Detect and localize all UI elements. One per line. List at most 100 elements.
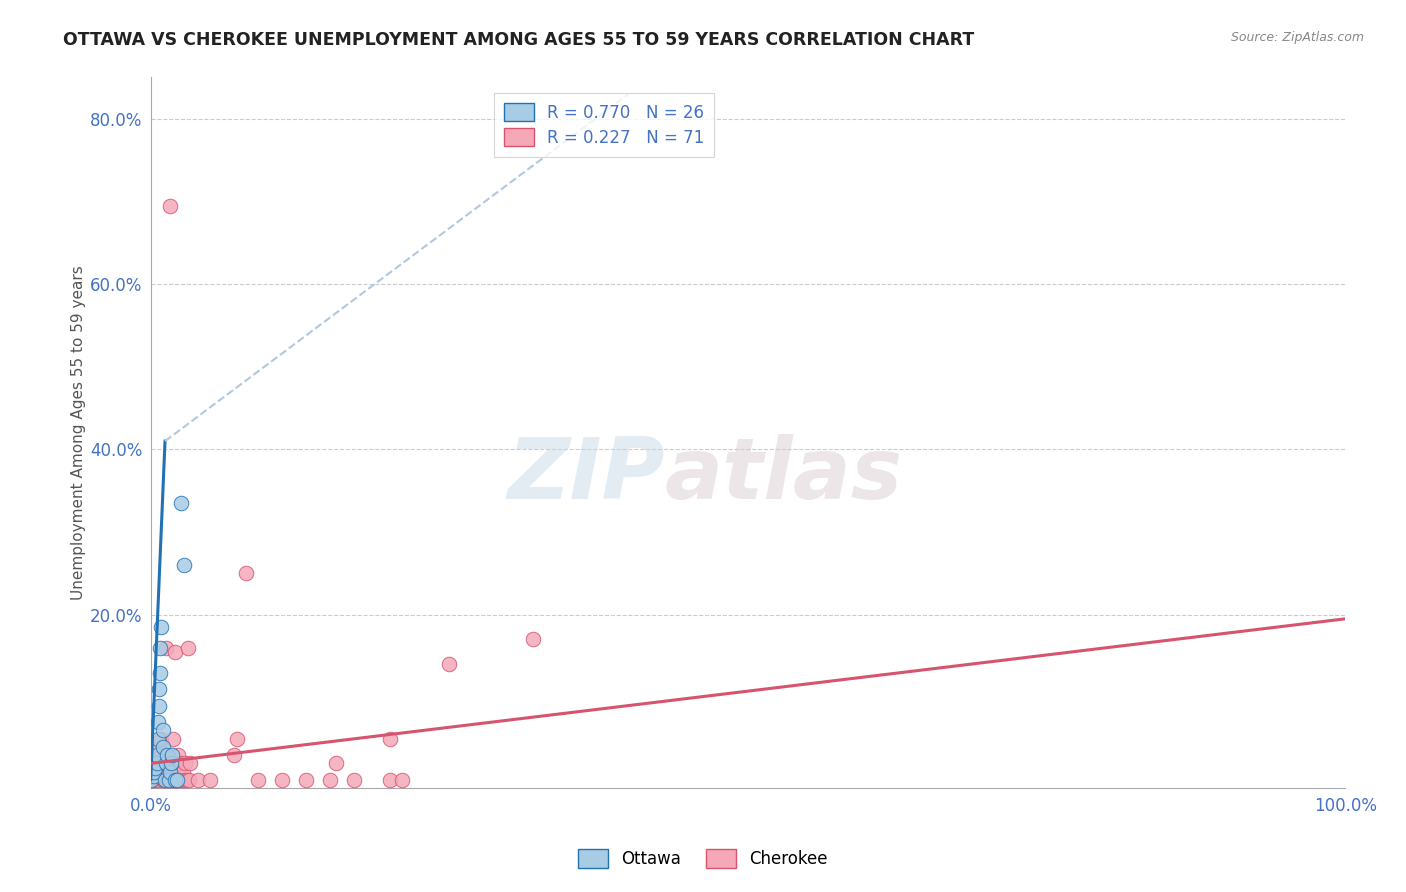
Point (159, 756, 181, 771)
Point (152, 739, 174, 754)
Point (169, 756, 191, 771)
Point (145, 748, 167, 763)
Point (152, 760, 174, 774)
Point (235, 566, 257, 581)
Point (162, 731, 184, 746)
Point (162, 764, 184, 779)
Point (152, 723, 174, 738)
Text: ZIP: ZIP (506, 434, 665, 517)
Point (176, 772, 198, 787)
Point (157, 772, 180, 787)
Point (148, 739, 170, 754)
Point (148, 698, 170, 713)
Point (139, 772, 162, 787)
Text: Source: ZipAtlas.com: Source: ZipAtlas.com (1230, 31, 1364, 45)
Point (160, 772, 183, 787)
Point (173, 772, 195, 787)
Point (295, 772, 318, 787)
Point (163, 772, 186, 787)
Point (153, 764, 176, 779)
Point (159, 198, 181, 212)
Point (159, 760, 181, 774)
Point (522, 632, 544, 647)
Point (143, 772, 166, 787)
Point (200, 772, 222, 787)
Point (343, 772, 366, 787)
Point (160, 752, 183, 766)
Point (163, 756, 186, 771)
Point (146, 715, 169, 730)
Point (156, 772, 179, 787)
Point (143, 769, 166, 783)
Point (166, 756, 188, 771)
Point (160, 772, 183, 787)
Text: OTTAWA VS CHEROKEE UNEMPLOYMENT AMONG AGES 55 TO 59 YEARS CORRELATION CHART: OTTAWA VS CHEROKEE UNEMPLOYMENT AMONG AG… (63, 31, 974, 49)
Point (148, 772, 170, 787)
Point (156, 748, 179, 763)
Text: atlas: atlas (665, 434, 903, 517)
Point (173, 558, 195, 572)
Point (145, 760, 167, 774)
Point (439, 657, 461, 672)
Point (145, 772, 167, 787)
Point (179, 756, 201, 771)
Point (155, 756, 177, 771)
Point (169, 772, 191, 787)
Point (153, 772, 176, 787)
Point (378, 772, 401, 787)
Point (152, 756, 174, 771)
Point (160, 748, 183, 763)
Point (177, 640, 200, 655)
Point (271, 772, 294, 787)
Point (146, 731, 169, 746)
Point (139, 772, 162, 787)
Point (146, 764, 169, 779)
Legend: Ottawa, Cherokee: Ottawa, Cherokee (571, 843, 835, 875)
Point (145, 756, 167, 771)
Point (143, 756, 166, 771)
Point (143, 764, 166, 779)
Point (160, 756, 183, 771)
Point (163, 645, 186, 659)
Point (150, 748, 173, 763)
Point (145, 764, 167, 779)
Point (145, 748, 167, 763)
Point (172, 764, 194, 779)
Point (187, 772, 209, 787)
Point (142, 769, 165, 783)
Point (378, 731, 401, 746)
Point (149, 640, 172, 655)
Point (153, 748, 176, 763)
Point (157, 772, 180, 787)
Point (166, 772, 188, 787)
Point (152, 772, 174, 787)
Point (153, 772, 176, 787)
Point (166, 772, 188, 787)
Point (163, 772, 186, 787)
Point (159, 764, 181, 779)
Point (391, 772, 413, 787)
Point (177, 772, 200, 787)
Point (247, 772, 270, 787)
Point (172, 772, 194, 787)
Legend: R = 0.770   N = 26, R = 0.227   N = 71: R = 0.770 N = 26, R = 0.227 N = 71 (494, 93, 714, 157)
Point (157, 760, 180, 774)
Y-axis label: Unemployment Among Ages 55 to 59 years: Unemployment Among Ages 55 to 59 years (72, 266, 86, 600)
Point (150, 620, 173, 634)
Point (225, 731, 247, 746)
Point (325, 756, 347, 771)
Point (165, 772, 187, 787)
Point (167, 748, 190, 763)
Point (174, 756, 197, 771)
Point (149, 665, 172, 680)
Point (146, 760, 169, 774)
Point (169, 772, 191, 787)
Point (160, 756, 183, 771)
Point (149, 756, 172, 771)
Point (149, 764, 172, 779)
Point (156, 764, 179, 779)
Point (169, 496, 191, 510)
Point (153, 756, 176, 771)
Point (143, 764, 166, 779)
Point (150, 731, 173, 746)
